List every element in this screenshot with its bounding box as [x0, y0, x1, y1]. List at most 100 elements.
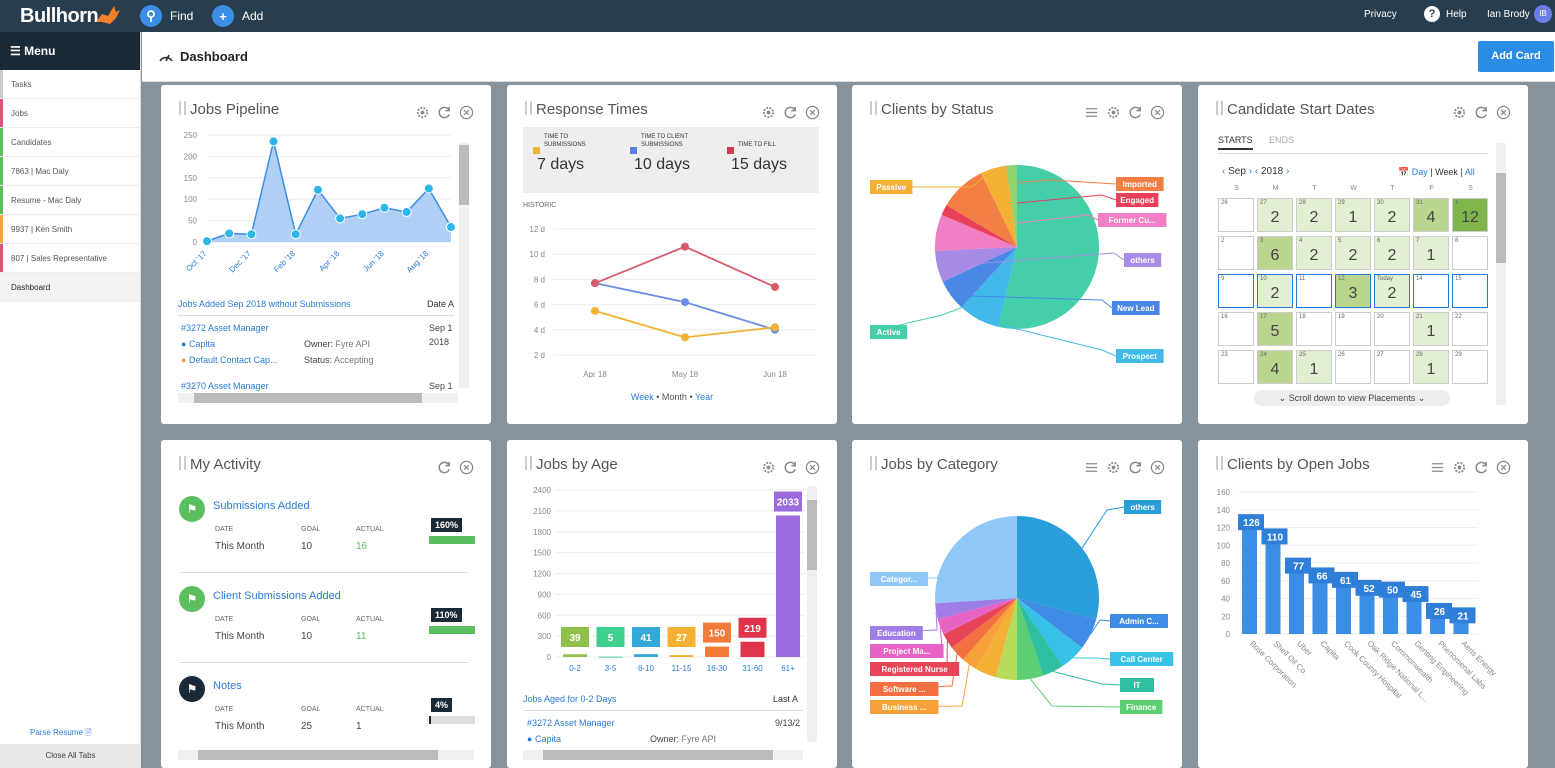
scrollbar[interactable]	[459, 143, 469, 388]
contact-link[interactable]: Default Contact Cap...	[188, 355, 278, 365]
avatar[interactable]: IB	[1534, 5, 1552, 23]
calendar-day[interactable]: 14	[1413, 274, 1449, 308]
calendar-day[interactable]: Today 2	[1374, 274, 1410, 308]
parse-resume-link[interactable]: Parse Resume 🗎	[30, 728, 92, 737]
calendar-day[interactable]: 28 2	[1296, 198, 1332, 232]
date-column-header[interactable]: Date A	[427, 299, 455, 309]
activity-name[interactable]: Notes	[213, 680, 242, 692]
sidebar-item[interactable]: Tasks	[0, 70, 140, 99]
day-view[interactable]: Day	[1411, 167, 1428, 177]
close-icon[interactable]	[1496, 460, 1511, 475]
add-button[interactable]: + Add	[212, 4, 263, 28]
close-icon[interactable]	[805, 105, 820, 120]
find-button[interactable]: ⚲ Find	[140, 4, 193, 28]
refresh-icon[interactable]	[783, 460, 798, 475]
calendar-day[interactable]: 8	[1452, 236, 1488, 270]
refresh-icon[interactable]	[437, 105, 452, 120]
sidebar-item[interactable]: Candidates	[0, 128, 140, 157]
refresh-icon[interactable]	[1474, 460, 1489, 475]
calendar-day[interactable]: 25 1	[1296, 350, 1332, 384]
job-title-link[interactable]: #3272 Asset Manager	[527, 718, 615, 728]
scrollbar[interactable]	[807, 486, 817, 742]
sidebar-item[interactable]: 7863 | Mac Daly	[0, 157, 140, 186]
list-icon[interactable]	[1084, 105, 1099, 120]
month-picker[interactable]: ‹ Sep › ‹ 2018 ›	[1222, 166, 1290, 177]
help-link[interactable]: Help	[1446, 9, 1467, 20]
privacy-link[interactable]: Privacy	[1364, 9, 1397, 20]
add-card-button[interactable]: Add Card	[1478, 41, 1554, 72]
job-title-link[interactable]: #3270 Asset Manager	[181, 381, 269, 391]
gear-icon[interactable]	[1106, 105, 1121, 120]
activity-name[interactable]: Submissions Added	[213, 500, 310, 512]
calendar-day[interactable]: 31 4	[1413, 198, 1449, 232]
refresh-icon[interactable]	[783, 105, 798, 120]
sidebar-item[interactable]: Dashboard	[0, 273, 140, 302]
close-icon[interactable]	[459, 460, 474, 475]
job-title-link[interactable]: #3272 Asset Manager	[181, 323, 269, 333]
calendar-day[interactable]: 26	[1218, 198, 1254, 232]
help-icon[interactable]: ?	[1424, 6, 1440, 22]
menu-button[interactable]: ☰ Menu	[0, 32, 140, 70]
sidebar-item[interactable]: 807 | Sales Representative	[0, 244, 140, 273]
calendar-day[interactable]: 18	[1296, 312, 1332, 346]
gear-icon[interactable]	[415, 105, 430, 120]
user-name[interactable]: Ian Brody	[1487, 9, 1530, 20]
year-toggle[interactable]: Year	[694, 392, 714, 402]
calendar-day[interactable]: 22	[1452, 312, 1488, 346]
sidebar-item[interactable]: 9937 | Ken Smith	[0, 215, 140, 244]
calendar-day[interactable]: 29	[1452, 350, 1488, 384]
close-icon[interactable]	[1496, 105, 1511, 120]
calendar-day[interactable]: 19	[1335, 312, 1371, 346]
calendar-day[interactable]: 12 3	[1335, 274, 1371, 308]
gear-icon[interactable]	[1452, 105, 1467, 120]
close-icon[interactable]	[1150, 460, 1165, 475]
calendar-day[interactable]: 9	[1218, 274, 1254, 308]
calendar-day[interactable]: 17 5	[1257, 312, 1293, 346]
calendar-day[interactable]: 21 1	[1413, 312, 1449, 346]
list-icon[interactable]	[1430, 460, 1445, 475]
refresh-icon[interactable]	[437, 460, 452, 475]
week-view[interactable]: Week	[1435, 167, 1458, 177]
calendar-day[interactable]: 1 12	[1452, 198, 1488, 232]
calendar-day[interactable]: 27 2	[1257, 198, 1293, 232]
calendar-day[interactable]: 23	[1218, 350, 1254, 384]
company-link[interactable]: Capita	[534, 734, 561, 744]
calendar-day[interactable]: 20	[1374, 312, 1410, 346]
calendar-day[interactable]: 30 2	[1374, 198, 1410, 232]
horizontal-scrollbar[interactable]	[178, 750, 474, 760]
sidebar-item[interactable]: Resume - Mac Daly	[0, 186, 140, 215]
app-logo[interactable]: Bullhorn	[20, 5, 99, 27]
tab-ends[interactable]: ENDS	[1269, 135, 1295, 145]
calendar-day[interactable]: 27	[1374, 350, 1410, 384]
scrollbar[interactable]	[1496, 143, 1506, 405]
month-toggle[interactable]: Month	[661, 392, 687, 402]
close-icon[interactable]	[459, 105, 474, 120]
calendar-day[interactable]: 28 1	[1413, 350, 1449, 384]
calendar-day[interactable]: 2	[1218, 236, 1254, 270]
calendar-day[interactable]: 11	[1296, 274, 1332, 308]
list-icon[interactable]	[1084, 460, 1099, 475]
refresh-icon[interactable]	[1474, 105, 1489, 120]
gear-icon[interactable]	[761, 105, 776, 120]
calendar-day[interactable]: 16	[1218, 312, 1254, 346]
week-toggle[interactable]: Week	[630, 392, 654, 402]
horizontal-scrollbar[interactable]	[178, 393, 458, 403]
calendar-day[interactable]: 24 4	[1257, 350, 1293, 384]
calendar-day[interactable]: 29 1	[1335, 198, 1371, 232]
activity-name[interactable]: Client Submissions Added	[213, 590, 341, 602]
gear-icon[interactable]	[761, 460, 776, 475]
last-column-header[interactable]: Last A	[773, 694, 799, 704]
calendar-day[interactable]: 10 2	[1257, 274, 1293, 308]
close-all-tabs-button[interactable]: Close All Tabs	[0, 744, 141, 768]
scroll-placements-note[interactable]: ⌄ Scroll down to view Placements ⌄	[1254, 390, 1450, 406]
calendar-day[interactable]: 15	[1452, 274, 1488, 308]
calendar-day[interactable]: 26	[1335, 350, 1371, 384]
close-icon[interactable]	[805, 460, 820, 475]
pipeline-subtitle[interactable]: Jobs Added Sep 2018 without Submissions	[178, 299, 351, 309]
close-icon[interactable]	[1150, 105, 1165, 120]
horizontal-scrollbar[interactable]	[523, 750, 803, 760]
